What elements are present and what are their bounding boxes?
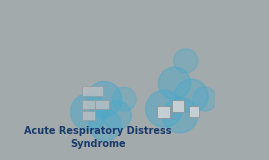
Circle shape <box>87 82 122 117</box>
Circle shape <box>89 109 121 141</box>
Circle shape <box>70 94 107 130</box>
Bar <box>82 111 95 120</box>
Circle shape <box>112 87 136 111</box>
Circle shape <box>146 90 182 127</box>
Circle shape <box>102 101 131 130</box>
Circle shape <box>158 67 190 99</box>
Bar <box>82 100 95 109</box>
Circle shape <box>193 87 217 111</box>
Bar <box>172 100 184 112</box>
Circle shape <box>162 98 198 133</box>
Bar <box>157 106 170 118</box>
Bar <box>189 106 199 117</box>
Text: Acute Respiratory Distress
Syndrome: Acute Respiratory Distress Syndrome <box>24 126 171 149</box>
Bar <box>95 100 109 109</box>
Bar <box>82 86 102 96</box>
Circle shape <box>174 49 198 73</box>
Circle shape <box>175 79 208 113</box>
